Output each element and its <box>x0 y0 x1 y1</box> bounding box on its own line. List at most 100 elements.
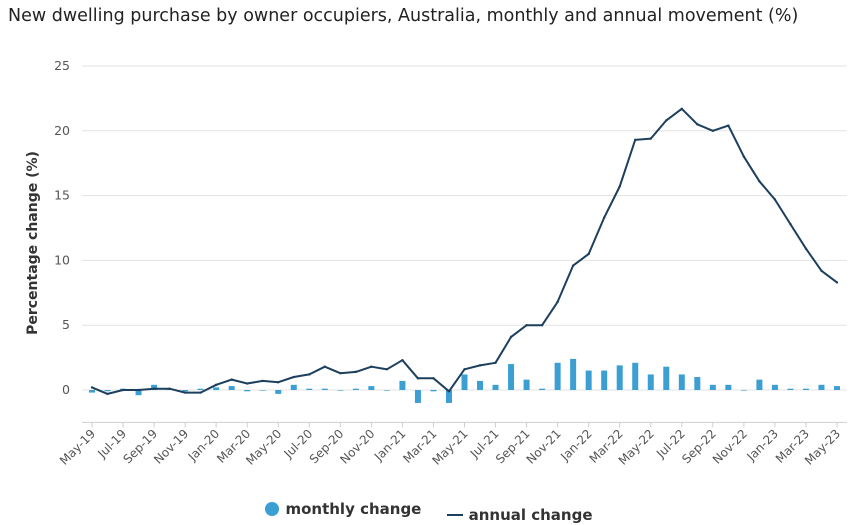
legend-item-annual[interactable]: annual change <box>446 506 593 524</box>
monthly-bar[interactable] <box>151 384 158 390</box>
annual-point[interactable] <box>230 378 233 381</box>
annual-point[interactable] <box>463 368 466 371</box>
annual-point[interactable] <box>478 364 482 367</box>
annual-point[interactable] <box>680 107 683 110</box>
annual-point[interactable] <box>835 281 839 284</box>
monthly-bar[interactable] <box>570 358 577 390</box>
monthly-bar[interactable] <box>306 388 313 390</box>
y-axis-label: Percentage change (%) <box>25 151 41 335</box>
monthly-bar[interactable] <box>430 390 437 392</box>
annual-point[interactable] <box>696 123 699 126</box>
monthly-bar[interactable] <box>523 379 530 390</box>
annual-point[interactable] <box>308 373 311 376</box>
annual-change-line[interactable] <box>91 107 838 395</box>
monthly-bar[interactable] <box>740 390 747 391</box>
monthly-bar[interactable] <box>694 377 701 390</box>
annual-point[interactable] <box>90 386 94 389</box>
annual-point[interactable] <box>121 388 125 392</box>
annual-point[interactable] <box>277 381 280 384</box>
monthly-bar[interactable] <box>337 390 344 391</box>
annual-point[interactable] <box>370 365 373 368</box>
monthly-bar[interactable] <box>802 388 809 390</box>
monthly-bar[interactable] <box>647 374 654 390</box>
annual-point[interactable] <box>711 129 715 132</box>
annual-point[interactable] <box>587 252 590 256</box>
annual-point[interactable] <box>789 222 792 226</box>
monthly-bar[interactable] <box>244 390 251 392</box>
annual-point[interactable] <box>214 383 218 387</box>
monthly-bar[interactable] <box>182 390 189 392</box>
monthly-bar[interactable] <box>461 374 468 390</box>
monthly-bar[interactable] <box>616 365 623 390</box>
annual-point[interactable] <box>649 137 652 140</box>
annual-point[interactable] <box>634 138 637 142</box>
annual-point[interactable] <box>494 361 497 364</box>
monthly-bar[interactable] <box>321 388 328 390</box>
monthly-bar[interactable] <box>818 384 825 390</box>
annual-point[interactable] <box>137 388 140 392</box>
monthly-bar[interactable] <box>89 390 95 393</box>
annual-point[interactable] <box>447 390 451 393</box>
annual-point[interactable] <box>292 375 295 379</box>
monthly-bar[interactable] <box>725 384 732 390</box>
monthly-bar[interactable] <box>259 390 266 391</box>
annual-point[interactable] <box>727 124 730 127</box>
monthly-bar[interactable] <box>213 387 220 390</box>
annual-point[interactable] <box>168 387 171 390</box>
annual-point[interactable] <box>556 300 559 304</box>
annual-point[interactable] <box>106 392 109 396</box>
annual-point[interactable] <box>385 368 389 371</box>
annual-point[interactable] <box>820 269 823 272</box>
annual-point[interactable] <box>618 185 621 188</box>
monthly-bar[interactable] <box>663 366 670 390</box>
annual-point[interactable] <box>246 382 249 385</box>
monthly-bar[interactable] <box>383 390 390 391</box>
monthly-bar[interactable] <box>290 384 297 390</box>
annual-point[interactable] <box>432 377 435 380</box>
monthly-bar[interactable] <box>399 380 406 390</box>
annual-point[interactable] <box>199 391 202 394</box>
monthly-bar[interactable] <box>709 384 716 390</box>
annual-point[interactable] <box>742 155 746 158</box>
monthly-bar[interactable] <box>787 388 794 390</box>
annual-point[interactable] <box>401 358 404 362</box>
annual-point[interactable] <box>509 335 513 339</box>
annual-point[interactable] <box>602 216 606 219</box>
annual-point[interactable] <box>261 379 264 383</box>
annual-point[interactable] <box>152 387 156 390</box>
monthly-bar[interactable] <box>678 374 685 390</box>
monthly-bar[interactable] <box>445 390 452 403</box>
monthly-bar[interactable] <box>508 364 515 390</box>
monthly-bar[interactable] <box>275 390 282 394</box>
annual-point[interactable] <box>571 264 575 267</box>
annual-point[interactable] <box>416 377 420 380</box>
monthly-bar[interactable] <box>492 384 499 390</box>
legend-item-monthly[interactable]: monthly change <box>265 500 421 518</box>
monthly-bar[interactable] <box>414 390 421 403</box>
monthly-bar[interactable] <box>477 380 484 390</box>
annual-point[interactable] <box>540 324 544 327</box>
monthly-bar[interactable] <box>228 386 235 390</box>
monthly-bar[interactable] <box>554 362 561 390</box>
annual-point[interactable] <box>339 371 342 375</box>
annual-point[interactable] <box>525 324 528 327</box>
monthly-bar[interactable] <box>368 386 375 390</box>
monthly-bar[interactable] <box>601 370 608 390</box>
annual-point[interactable] <box>354 370 358 374</box>
monthly-bar[interactable] <box>771 384 778 390</box>
annual-point[interactable] <box>804 247 808 250</box>
monthly-bar[interactable] <box>834 386 840 390</box>
monthly-bar[interactable] <box>539 388 546 390</box>
monthly-bar[interactable] <box>135 390 142 396</box>
annual-point[interactable] <box>183 391 187 394</box>
monthly-bar[interactable] <box>352 388 359 390</box>
monthly-bar[interactable] <box>585 370 592 390</box>
monthly-bar[interactable] <box>756 379 763 390</box>
monthly-bar[interactable] <box>632 362 639 390</box>
annual-point[interactable] <box>665 119 668 122</box>
annual-point[interactable] <box>773 198 777 201</box>
annual-point[interactable] <box>323 365 327 368</box>
monthly-bar[interactable] <box>197 388 204 390</box>
monthly-bar[interactable] <box>104 390 111 392</box>
annual-point[interactable] <box>758 180 761 183</box>
